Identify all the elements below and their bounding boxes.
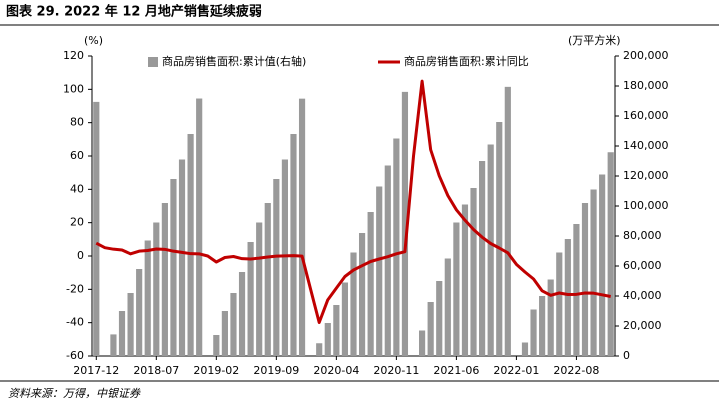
- y-tick-label: 0: [77, 249, 84, 262]
- source: 资料来源：万得，中银证券: [8, 387, 141, 400]
- bar: [118, 311, 126, 356]
- y2-tick-label: 200,000: [623, 49, 669, 62]
- bar: [144, 240, 151, 356]
- bar: [178, 159, 186, 356]
- y2-tick-label: 60,000: [623, 259, 662, 272]
- bar: [153, 222, 160, 356]
- y2-tick-label: 100,000: [623, 199, 669, 212]
- bar: [367, 212, 374, 356]
- y2-tick-label: 40,000: [623, 289, 662, 302]
- bar: [547, 279, 554, 356]
- bar: [590, 189, 597, 356]
- chart-title: 图表 29. 2022 年 12 月地产销售延续疲弱: [6, 4, 262, 20]
- bar: [384, 165, 391, 356]
- bar: [427, 302, 434, 356]
- bar: [401, 91, 409, 356]
- bar: [273, 179, 280, 356]
- bar: [350, 252, 357, 356]
- legend-label: 商品房销售面积:累计值(右轴): [162, 54, 306, 68]
- bar: [419, 330, 426, 356]
- bar: [281, 159, 288, 356]
- y-tick-label: 80: [70, 116, 84, 129]
- x-tick-label: 2019-02: [193, 364, 239, 377]
- y-tick-label: 120: [63, 49, 84, 62]
- bar: [461, 204, 469, 356]
- x-tick-label: 2020-04: [313, 364, 359, 377]
- bar: [479, 161, 486, 356]
- x-tick-label: 2021-06: [433, 364, 479, 377]
- bar: [196, 98, 203, 357]
- bar: [496, 122, 503, 356]
- bar: [521, 342, 529, 356]
- bar: [599, 174, 606, 356]
- line: [95, 79, 611, 324]
- y2-tick-label: 160,000: [623, 109, 669, 122]
- bar: [213, 335, 220, 356]
- bar: [187, 134, 194, 356]
- y-tick-label: 60: [70, 149, 84, 162]
- y-tick-label: 20: [70, 216, 84, 229]
- bar: [230, 293, 237, 356]
- y2-axis-label: (万平方米): [568, 33, 621, 47]
- y-axis-label: (%): [84, 34, 103, 47]
- bar: [170, 179, 177, 356]
- y-tick-label: -60: [66, 349, 84, 362]
- bar: [530, 309, 537, 356]
- y-tick-label: -40: [66, 316, 84, 329]
- bar: [487, 144, 494, 356]
- bar: [264, 203, 271, 356]
- bar: [470, 188, 477, 356]
- bar: [290, 134, 297, 356]
- bar: [358, 233, 366, 356]
- bar: [539, 296, 546, 356]
- bar: [333, 305, 340, 356]
- bar: [581, 203, 589, 356]
- legend-swatch: [148, 57, 158, 67]
- y2-tick-label: 80,000: [623, 229, 662, 242]
- bar: [238, 272, 246, 356]
- bar: [247, 242, 254, 356]
- y-tick-label: 40: [70, 182, 84, 195]
- y-tick-label: -20: [66, 282, 84, 295]
- bar: [607, 152, 614, 356]
- bar: [298, 98, 306, 357]
- y2-tick-label: 120,000: [623, 169, 669, 182]
- bar: [556, 252, 563, 356]
- bar: [324, 323, 331, 356]
- y2-tick-label: 0: [623, 349, 630, 362]
- bar: [221, 311, 228, 356]
- bar: [93, 101, 100, 356]
- x-tick-label: 2022-01: [493, 364, 539, 377]
- bar: [316, 343, 323, 356]
- bar: [564, 239, 571, 356]
- bar: [110, 334, 117, 356]
- x-tick-label: 2018-07: [133, 364, 179, 377]
- bar: [161, 203, 168, 356]
- bar: [341, 282, 349, 356]
- y-tick-label: 100: [63, 82, 84, 95]
- bar: [376, 186, 383, 356]
- bar: [573, 224, 580, 356]
- bar: [136, 269, 143, 356]
- bar: [444, 258, 451, 356]
- bar: [127, 293, 134, 356]
- y2-tick-label: 140,000: [623, 139, 669, 152]
- bar: [453, 222, 460, 356]
- x-tick-label: 2017-12: [73, 364, 119, 377]
- y2-tick-label: 20,000: [623, 319, 662, 332]
- x-tick-label: 2020-11: [373, 364, 419, 377]
- bar: [256, 222, 263, 356]
- x-tick-label: 2019-09: [253, 364, 299, 377]
- bar: [436, 281, 443, 356]
- bar: [504, 86, 511, 357]
- bar: [393, 138, 400, 356]
- y2-tick-label: 180,000: [623, 79, 669, 92]
- x-tick-label: 2022-08: [553, 364, 599, 377]
- legend-label: 商品房销售面积:累计同比: [404, 54, 529, 68]
